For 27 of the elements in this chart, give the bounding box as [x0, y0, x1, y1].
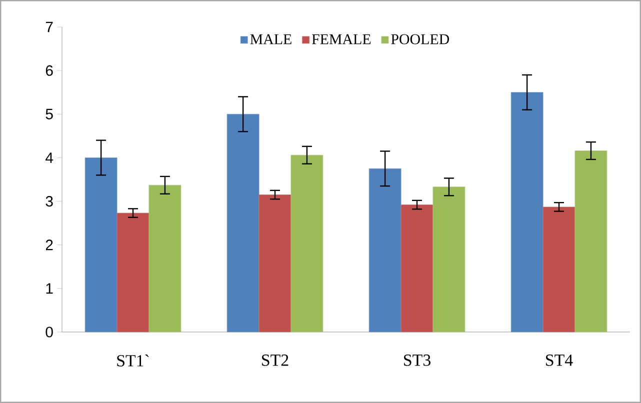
x-tick-label: ST2: [262, 354, 288, 366]
bar: [258, 194, 292, 332]
bar: [400, 204, 434, 332]
y-tick-label: 6: [46, 65, 53, 76]
bar: [368, 168, 402, 332]
bar: [84, 158, 118, 332]
legend-label: MALE: [250, 34, 292, 44]
y-tick-label: 2: [46, 240, 53, 250]
bar: [510, 92, 544, 332]
y-tick-label: 5: [46, 108, 53, 120]
legend-label: FEMALE: [312, 34, 371, 44]
x-tick-label: ST4: [546, 354, 573, 366]
bar: [432, 186, 466, 332]
y-tick-label: 0: [46, 326, 53, 338]
bar: [290, 154, 324, 332]
bar: [226, 114, 260, 332]
bar: [574, 150, 608, 332]
y-tick-label: 7: [46, 22, 53, 32]
y-tick-label: 1: [46, 283, 53, 294]
bar: [542, 206, 576, 332]
x-tick-label: ST3: [404, 354, 430, 366]
legend-label: POOLED: [391, 34, 450, 44]
bar: [148, 184, 182, 332]
bar: [116, 212, 150, 332]
y-tick-label: 3: [46, 196, 53, 207]
y-tick-label: 4: [46, 152, 54, 163]
x-tick-label: ST1`: [117, 354, 149, 366]
